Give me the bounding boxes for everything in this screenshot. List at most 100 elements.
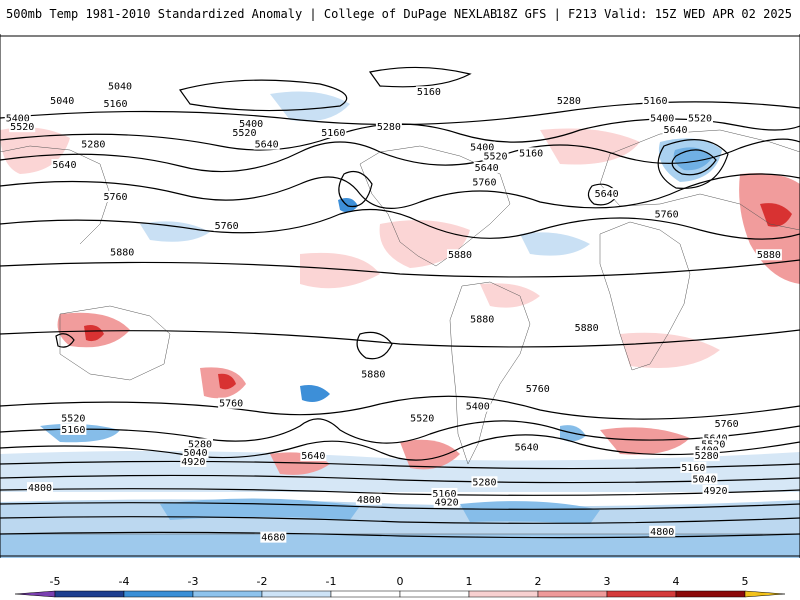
anomaly-region [739, 173, 800, 284]
contour-label: 5880 [757, 250, 781, 261]
contour-label-bg [649, 525, 676, 537]
contour-line [179, 79, 348, 112]
contour-label-bg [80, 138, 107, 150]
contour-label: 4800 [650, 527, 674, 538]
contour-line [0, 138, 800, 173]
contour-label-bg [524, 383, 551, 395]
contour-label-bg [238, 118, 265, 130]
contour-label: 5520 [688, 113, 712, 124]
anomaly-region [600, 427, 690, 455]
colorbar-tick-label: 2 [535, 575, 542, 588]
contour-label: 5040 [184, 448, 208, 459]
contour-label: 5160 [104, 99, 128, 110]
colorbar-swatch [14, 590, 56, 598]
colorbar-tick-label: -2 [257, 575, 268, 588]
colorbar-tick-label: 1 [466, 575, 473, 588]
contour-label-bg [691, 473, 718, 485]
contour-label-bg [187, 438, 213, 450]
colorbar-tick-label: -5 [50, 575, 61, 588]
contour-line [55, 333, 75, 348]
contour-line [0, 516, 800, 524]
contour-label: 5280 [81, 140, 105, 151]
colorbar-swatch [744, 590, 786, 598]
header: 500mb Temp 1981-2010 Standardized Anomal… [0, 0, 800, 34]
contour-label-bg [662, 124, 689, 136]
anomaly-region [460, 501, 600, 524]
contour-label: 5160 [417, 87, 441, 98]
contour-label-bg [102, 191, 129, 203]
contour-label-bg [300, 450, 327, 462]
contour-label: 5160 [432, 489, 456, 500]
contour-line [671, 149, 717, 176]
contour-line [0, 395, 800, 420]
contour-line [0, 173, 800, 209]
contour-label: 5400 [650, 113, 674, 124]
contour-label: 5880 [448, 250, 472, 261]
contour-label: 5880 [110, 247, 134, 258]
contour-label: 5400 [466, 402, 490, 413]
contour-label-bg [653, 208, 680, 220]
contour-label-bg [231, 126, 258, 138]
anomaly-region [270, 91, 350, 122]
anomaly-region [84, 325, 104, 342]
contour-label: 5280 [695, 451, 719, 462]
contour-label: 5640 [475, 163, 499, 174]
contour-label: 5160 [681, 463, 705, 474]
contour-label: 5760 [104, 192, 128, 203]
contour-label: 5160 [644, 96, 668, 107]
anomaly-region [520, 232, 590, 256]
anomaly-region [540, 128, 640, 165]
contour-label: 4800 [357, 495, 381, 506]
contour-label-bg [431, 487, 458, 499]
contour-label: 5880 [470, 314, 494, 325]
contour-label: 5640 [255, 140, 279, 151]
colorbar-tick-label: -3 [188, 575, 199, 588]
contour-label-bg [700, 438, 727, 450]
contour-label-bg [182, 447, 209, 459]
contour-label: 5640 [664, 125, 688, 136]
contour-label-bg [49, 94, 76, 106]
coastline-eurasia [599, 129, 800, 231]
contour-label-bg [102, 97, 129, 109]
model-run-info: 18Z GFS | F213 Valid: 15Z WED APR 02 202… [495, 7, 792, 21]
contour-label: 5280 [472, 477, 496, 488]
colorbar-swatch [54, 590, 125, 598]
contour-label-bg [469, 313, 496, 325]
contour-label-bg [213, 220, 240, 232]
colorbar-tick-labels: -5 -4 -3 -2 -1 0 1 2 3 4 5 [50, 575, 749, 588]
map-panel: 5040 5040 5160 5160 5160 5400 5520 5280 5400 5520… [0, 34, 800, 558]
colorbar-swatch [537, 590, 608, 598]
contour-label-bg [447, 249, 473, 261]
contour-label-bg [693, 450, 720, 462]
anomaly-region [658, 138, 722, 182]
contour-label: 5880 [361, 370, 385, 381]
contour-line [368, 66, 472, 88]
contour-label: 5040 [108, 81, 132, 92]
contour-label: 5640 [515, 442, 539, 453]
contour-label: 5520 [232, 128, 256, 139]
contour-label-bg [755, 249, 782, 261]
coastline-africa [599, 221, 691, 371]
contour-label-bg [360, 368, 387, 380]
contour-label-bg [593, 188, 620, 200]
contour-label-bg [471, 476, 498, 488]
contour-label-bg [260, 531, 287, 543]
contour-label-bg [27, 482, 53, 494]
contour-label-bg [320, 126, 347, 138]
contour-label-bg [107, 80, 133, 92]
contour-label-bg [433, 496, 460, 508]
contour-line [0, 418, 800, 444]
contour-label-bg [713, 418, 740, 430]
map-frame [0, 34, 800, 558]
colorbar-swatch [330, 590, 401, 598]
contour-label-bg [253, 138, 280, 150]
contour-label: 5760 [715, 419, 739, 430]
contour-label-bg [573, 322, 600, 334]
anomaly-region [300, 252, 380, 289]
contour-label: 5520 [410, 413, 434, 424]
anomaly-region [300, 385, 330, 402]
contour-label: 5520 [61, 413, 85, 424]
contour-label-bg [482, 150, 509, 162]
contour-label-bg [409, 412, 436, 424]
contour-label-bg [180, 455, 207, 467]
